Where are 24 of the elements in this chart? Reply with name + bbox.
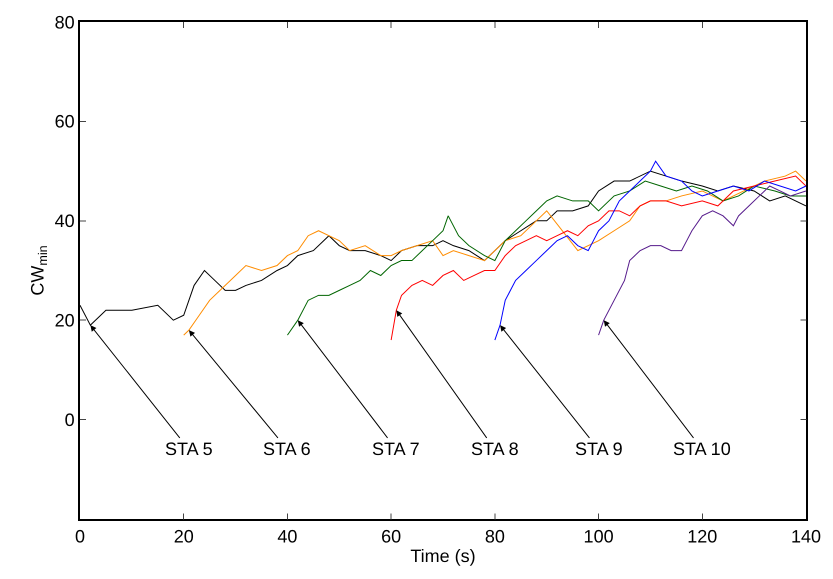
annotation: STA 5 [165,439,213,459]
line-series [598,186,806,336]
annotation: STA 9 [575,439,623,459]
x-tick-label: 80 [484,526,505,546]
line-series [183,170,806,336]
annotation: STA 6 [263,439,311,459]
x-tick-label: 40 [277,526,298,546]
x-tick-label: 60 [381,526,402,546]
annotation: STA 10 [673,439,731,459]
x-tick-label: 120 [687,526,718,546]
y-tick-label: 0 [64,410,75,430]
x-tick-label: 100 [584,526,614,546]
y-tick-label: 40 [54,211,75,232]
y-tick-label: 80 [54,12,75,32]
x-axis-title: Time (s) [410,546,476,566]
line-series [390,176,806,341]
x-tick-label: 140 [790,526,822,546]
annotation: STA 7 [372,439,420,459]
y-tick-label: 20 [54,310,75,330]
line-series [286,180,806,336]
annotation: STA 8 [471,439,519,459]
y-tick-label: 60 [54,112,75,132]
x-tick-label: 20 [174,526,194,546]
line-series [494,160,806,341]
